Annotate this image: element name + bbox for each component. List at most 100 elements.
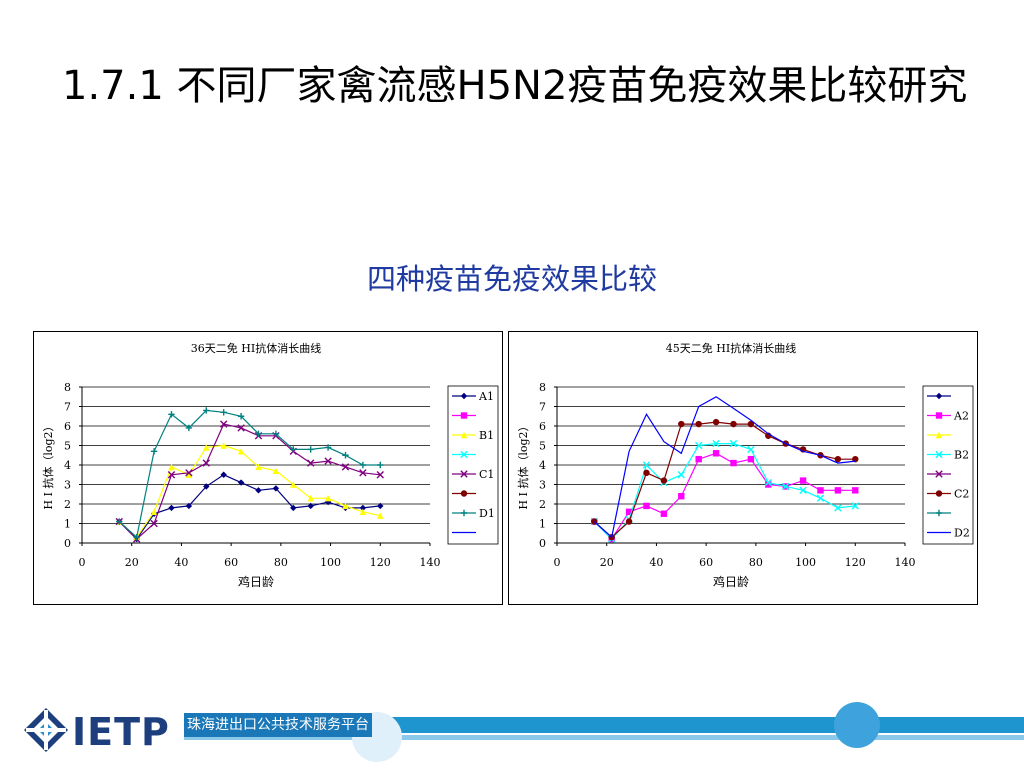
data-point-C2: [730, 420, 737, 428]
data-point-D1: [377, 461, 384, 469]
data-point-D1: [342, 452, 349, 459]
data-point-B1: [377, 512, 384, 519]
data-point-A2: [765, 481, 772, 488]
legend-swatch-marker: [460, 431, 468, 439]
data-point-B2: [694, 441, 703, 450]
data-point-D1: [116, 518, 123, 525]
y-tick-label: 3: [539, 479, 546, 492]
x-tick-label: 60: [224, 556, 238, 569]
data-point-B1: [324, 494, 332, 502]
data-point-C1: [219, 420, 228, 428]
footer-logo-text: IETP: [72, 710, 170, 754]
data-point-D1: [150, 448, 158, 455]
data-point-A2: [625, 508, 633, 515]
data-point-A2: [695, 455, 702, 463]
y-tick-label: 2: [539, 498, 546, 511]
x-tick-label: 40: [174, 556, 188, 569]
x-tick-label: 100: [795, 556, 816, 569]
series-D1: [116, 407, 384, 541]
data-point-A2: [799, 477, 807, 484]
data-point-C1: [185, 469, 193, 477]
legend-label: D2: [954, 527, 970, 540]
legend-swatch-marker: [935, 490, 943, 497]
data-point-A2: [660, 510, 668, 517]
data-point-B1: [307, 494, 314, 502]
data-point-B1: [237, 448, 245, 455]
slide-title: 1.7.1 不同厂家禽流感H5N2疫苗免疫效果比较研究: [62, 63, 968, 109]
x-tick-label: 100: [320, 556, 341, 569]
series-line-C2: [593, 421, 856, 539]
data-point-B2: [799, 486, 807, 495]
y-tick-label: 1: [539, 518, 546, 531]
data-point-B1: [342, 502, 349, 510]
data-point-B2: [677, 471, 685, 479]
data-point-D1: [185, 424, 193, 432]
slide-subtitle: 四种疫苗免疫效果比较: [366, 262, 657, 296]
footer: IETP 珠海进出口公共技术服务平台: [0, 694, 1024, 768]
data-point-B2: [642, 461, 651, 469]
data-point-A1: [203, 483, 210, 490]
data-point-C1: [306, 459, 315, 467]
y-tick-label: 2: [64, 498, 71, 511]
legend-swatch-marker: [935, 470, 943, 478]
data-point-C1: [324, 457, 332, 465]
legend-box: [922, 385, 974, 545]
y-tick-label: 7: [64, 401, 71, 414]
data-point-A2: [678, 493, 685, 500]
y-tick-label: 0: [539, 537, 546, 550]
y-tick-label: 8: [539, 381, 546, 394]
data-point-D1: [203, 407, 210, 414]
data-point-B1: [255, 463, 262, 471]
data-point-C2: [678, 420, 685, 428]
data-point-A2: [643, 502, 650, 510]
data-point-B2: [781, 482, 790, 491]
x-tick-label: 120: [370, 556, 391, 569]
chart-45-day: 45天二免 HI抗体消长曲线 0 1 2 3 4 5 6 7 8 0 20 40 60 80 100 120 14…: [508, 331, 978, 605]
x-tick-label: 80: [274, 556, 288, 569]
data-point-B1: [150, 508, 158, 515]
x-axis-label: 鸡日龄: [238, 574, 274, 589]
data-point-B2: [834, 504, 842, 512]
data-point-B1: [272, 467, 280, 475]
series-line-B2: [593, 443, 856, 540]
data-point-B2: [764, 478, 772, 487]
data-point-C1: [341, 463, 350, 471]
data-point-A1: [237, 479, 245, 486]
data-point-A1: [220, 471, 227, 478]
data-point-C2: [834, 455, 842, 463]
ietp-logo-icon: [24, 708, 68, 752]
x-tick-label: 140: [420, 556, 441, 569]
data-point-C1: [359, 469, 367, 477]
series-line-A1: [118, 474, 381, 541]
y-tick-label: 4: [539, 459, 546, 472]
y-tick-label: 4: [64, 459, 71, 472]
series-C2: [591, 418, 859, 541]
chart-36-day: 36天二免 HI抗体消长曲线 0 1 2 3 4 5 6 7 8 0 20 40 60 80 100 120 14…: [33, 331, 503, 605]
x-tick-label: 20: [125, 556, 139, 569]
x-tick-label: 40: [649, 556, 663, 569]
y-tick-label: 8: [64, 381, 71, 394]
legend-swatch-marker: [935, 431, 943, 439]
chart-title: 45天二免 HI抗体消长曲线: [666, 341, 796, 355]
data-point-A1: [255, 487, 262, 494]
data-point-D1: [168, 411, 175, 418]
legend-label: A1: [478, 390, 494, 403]
x-tick-label: 0: [554, 556, 561, 569]
data-point-A2: [852, 487, 859, 494]
data-point-B1: [220, 442, 227, 449]
data-point-D1: [307, 446, 314, 453]
data-point-B2: [729, 439, 738, 448]
legend-swatch-marker: [935, 509, 943, 517]
y-tick-label: 7: [539, 401, 546, 414]
data-point-B2: [816, 494, 825, 502]
data-point-B1: [203, 444, 210, 451]
footer-logo: IETP: [0, 694, 184, 768]
x-tick-label: 20: [600, 556, 614, 569]
data-point-B1: [168, 463, 175, 471]
data-point-A1: [377, 502, 384, 510]
data-point-D1: [237, 413, 245, 420]
legend-swatch-marker: [460, 450, 468, 459]
data-point-A2: [712, 450, 720, 457]
series-B1: [116, 442, 384, 541]
